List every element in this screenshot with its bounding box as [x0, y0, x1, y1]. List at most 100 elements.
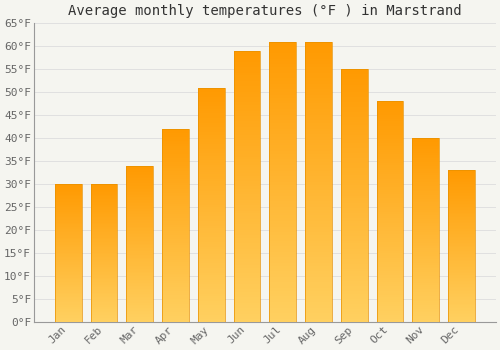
Bar [270, 154, 296, 156]
Bar [126, 217, 153, 219]
Bar [162, 133, 189, 135]
Bar [448, 214, 475, 216]
Bar [376, 163, 404, 165]
Bar [198, 230, 224, 233]
Bar [412, 245, 439, 246]
Bar [55, 243, 82, 245]
Bar [198, 298, 224, 301]
Bar [234, 143, 260, 146]
Bar [55, 292, 82, 293]
Bar [234, 267, 260, 270]
Bar [376, 207, 404, 209]
Bar [305, 106, 332, 109]
Bar [90, 214, 118, 216]
Bar [376, 198, 404, 201]
Bar [270, 114, 296, 117]
Bar [376, 165, 404, 168]
Bar [341, 163, 367, 165]
Bar [126, 287, 153, 289]
Bar [376, 152, 404, 154]
Bar [198, 177, 224, 179]
Bar [234, 316, 260, 319]
Bar [55, 283, 82, 285]
Bar [198, 205, 224, 207]
Bar [412, 201, 439, 202]
Bar [198, 174, 224, 177]
Bar [376, 181, 404, 183]
Bar [126, 214, 153, 216]
Bar [198, 284, 224, 287]
Bar [448, 294, 475, 296]
Bar [376, 168, 404, 170]
Bar [90, 194, 118, 195]
Bar [90, 191, 118, 192]
Bar [305, 78, 332, 81]
Bar [448, 302, 475, 303]
Bar [90, 262, 118, 264]
Bar [162, 150, 189, 152]
Bar [234, 189, 260, 192]
Bar [55, 186, 82, 187]
Bar [55, 230, 82, 231]
Bar [341, 138, 367, 140]
Bar [234, 140, 260, 143]
Bar [198, 296, 224, 298]
Bar [55, 223, 82, 224]
Bar [162, 320, 189, 322]
Bar [90, 282, 118, 283]
Bar [90, 264, 118, 265]
Bar [162, 139, 189, 141]
Bar [270, 240, 296, 243]
Bar [270, 249, 296, 252]
Bar [341, 130, 367, 132]
Bar [448, 197, 475, 199]
Bar [234, 314, 260, 316]
Bar [90, 235, 118, 236]
Bar [55, 265, 82, 267]
Bar [198, 319, 224, 322]
Bar [305, 168, 332, 170]
Bar [270, 210, 296, 212]
Bar [234, 119, 260, 121]
Bar [126, 178, 153, 180]
Bar [305, 142, 332, 145]
Bar [341, 256, 367, 259]
Bar [448, 318, 475, 320]
Bar [448, 278, 475, 279]
Bar [305, 291, 332, 294]
Bar [90, 297, 118, 298]
Bar [234, 81, 260, 84]
Bar [376, 298, 404, 300]
Bar [448, 232, 475, 234]
Bar [305, 137, 332, 140]
Bar [412, 258, 439, 259]
Bar [448, 199, 475, 201]
Bar [305, 190, 332, 193]
Bar [162, 129, 189, 322]
Bar [126, 276, 153, 278]
Bar [55, 224, 82, 225]
Bar [270, 140, 296, 142]
Bar [90, 279, 118, 280]
Bar [198, 282, 224, 284]
Bar [341, 266, 367, 269]
Bar [55, 209, 82, 210]
Bar [55, 187, 82, 188]
Bar [270, 142, 296, 145]
Bar [234, 287, 260, 289]
Bar [270, 266, 296, 268]
Bar [162, 145, 189, 146]
Bar [55, 242, 82, 243]
Bar [341, 314, 367, 317]
Bar [162, 146, 189, 148]
Bar [305, 159, 332, 162]
Bar [376, 203, 404, 205]
Bar [162, 296, 189, 299]
Bar [448, 237, 475, 238]
Bar [270, 308, 296, 310]
Bar [198, 249, 224, 252]
Bar [305, 48, 332, 50]
Bar [90, 188, 118, 190]
Bar [126, 209, 153, 211]
Bar [234, 151, 260, 154]
